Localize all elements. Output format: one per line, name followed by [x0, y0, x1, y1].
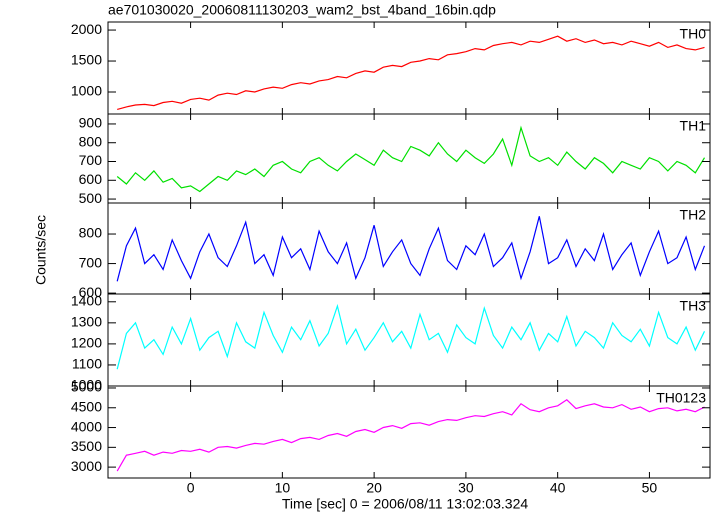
chart-title: ae701030020_20060811130203_wam2_bst_4ban…	[108, 2, 496, 18]
x-tick-label: 20	[366, 480, 382, 496]
y-tick-label: 800	[79, 133, 103, 149]
x-tick-label: 50	[642, 480, 658, 496]
y-tick-label: 1200	[71, 335, 102, 351]
x-tick-label: 40	[550, 480, 566, 496]
data-line	[116, 216, 706, 282]
data-line	[117, 35, 705, 110]
y-tick-label: 1300	[71, 314, 102, 330]
data-line	[116, 125, 706, 193]
y-tick-label: 700	[79, 254, 103, 270]
y-tick-label: 1000	[71, 83, 102, 99]
y-tick-label: 1100	[72, 356, 102, 372]
panel-label: TH0123	[656, 390, 706, 406]
y-tick-label: 4000	[71, 418, 102, 434]
y-tick-label: 4500	[71, 398, 102, 414]
y-tick-label: 600	[79, 284, 103, 300]
panel-label: TH1	[680, 118, 707, 134]
y-tick-label: 800	[79, 225, 103, 241]
data-line	[116, 399, 705, 472]
x-tick-label: 30	[458, 480, 474, 496]
panel-label: TH0	[680, 26, 707, 42]
panel-frame	[107, 21, 711, 115]
data-line	[116, 303, 706, 370]
y-tick-label: 2000	[71, 21, 102, 37]
panel-frame	[107, 385, 711, 479]
panel-frame	[107, 113, 711, 204]
panel-frame	[107, 293, 711, 387]
y-tick-label: 1400	[71, 292, 102, 308]
y-tick-label: 5000	[71, 379, 102, 395]
y-tick-label: 600	[79, 171, 103, 187]
y-tick-label: 700	[79, 152, 103, 168]
y-axis-label: Counts/sec	[33, 215, 49, 285]
panel-label: TH2	[680, 207, 707, 223]
x-tick-label: 0	[187, 480, 195, 496]
y-tick-label: 500	[79, 190, 103, 206]
y-tick-label: 1500	[71, 52, 102, 68]
y-tick-label: 3500	[71, 438, 102, 454]
panel-label: TH3	[680, 298, 707, 314]
y-tick-label: 3000	[71, 458, 102, 474]
x-axis-label: Time [sec] 0 = 2006/08/11 13:02:03.324	[282, 496, 529, 512]
y-tick-label: 1000	[71, 377, 102, 393]
y-tick-label: 900	[79, 115, 103, 131]
x-tick-label: 10	[275, 480, 291, 496]
panel-frame	[107, 202, 711, 295]
